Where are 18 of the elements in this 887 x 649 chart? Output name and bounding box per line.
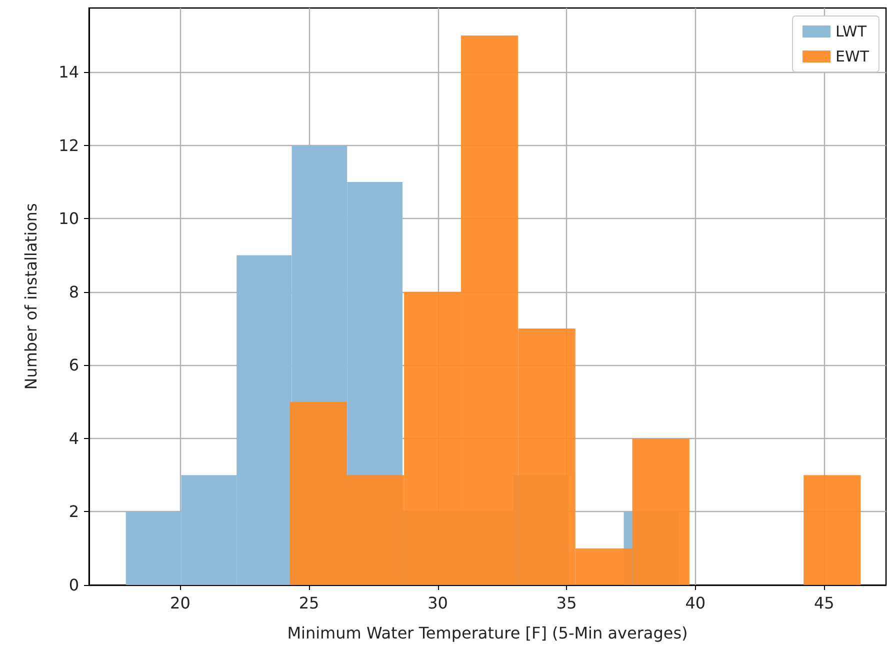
legend-label: LWT xyxy=(836,22,868,40)
y-tick-label: 4 xyxy=(68,428,79,448)
y-tick-label: 0 xyxy=(68,576,79,594)
x-tick-label: 40 xyxy=(685,594,706,612)
legend-label: EWT xyxy=(836,48,870,66)
y-tick-label: 12 xyxy=(58,136,79,155)
x-tick-label: 30 xyxy=(428,594,448,612)
y-tick-label: 6 xyxy=(68,356,79,375)
y-tick-label: 10 xyxy=(58,209,79,228)
x-tick-label: 20 xyxy=(170,594,190,612)
x-tick-label: 25 xyxy=(298,594,320,612)
x-tick-label: 45 xyxy=(814,594,834,612)
y-tick-label: 2 xyxy=(68,502,79,522)
y-tick-label: 14 xyxy=(58,62,79,82)
x-axis-title: Minimum Water Temperature [F] (5-Min averages) xyxy=(287,624,688,642)
y-axis-title: Number of installations xyxy=(22,203,40,390)
y-tick-label: 8 xyxy=(68,282,79,302)
x-tick-label: 35 xyxy=(556,594,577,612)
